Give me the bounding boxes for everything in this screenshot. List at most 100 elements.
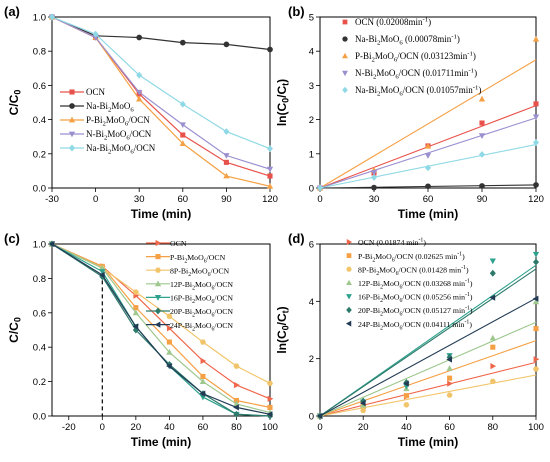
data-point xyxy=(223,172,230,179)
data-point xyxy=(266,166,274,173)
series-line xyxy=(51,16,271,150)
data-point xyxy=(166,349,173,355)
data-point xyxy=(179,122,186,129)
legend: OCN (0.02008min-1) Na-Bi2MoO6 (0.00078min… xyxy=(342,17,481,98)
data-point xyxy=(489,258,496,265)
data-point xyxy=(425,164,431,172)
legend-marker xyxy=(346,294,352,300)
data-point xyxy=(179,140,186,146)
fit-line xyxy=(319,117,537,189)
data-point xyxy=(478,95,486,102)
y-tick-label: 6 xyxy=(309,240,314,251)
series-5 xyxy=(49,240,273,420)
legend-marker xyxy=(346,239,353,245)
series-line xyxy=(51,243,271,408)
data-point xyxy=(424,153,432,159)
data-point xyxy=(479,120,485,126)
y-tick-label: 0.0 xyxy=(33,184,46,195)
legend-label: Na-Bi2MoO6 (0.00078min-1) xyxy=(355,34,460,47)
legend-label: 20P-Bi2MoO6/OCN xyxy=(170,307,233,319)
data-point xyxy=(533,258,539,266)
fit-line xyxy=(319,340,537,417)
legend-label: OCN xyxy=(170,239,187,248)
y-axis-title-group: ln(C0/Ct) xyxy=(275,79,291,126)
data-point xyxy=(132,323,139,330)
data-point xyxy=(533,139,539,146)
legend-marker xyxy=(155,239,162,247)
data-point xyxy=(490,344,496,350)
fit-line xyxy=(319,268,537,417)
plot-frame xyxy=(51,243,271,417)
data-point xyxy=(179,100,186,108)
data-point xyxy=(533,366,539,372)
x-tick-label: 20 xyxy=(358,422,369,433)
data-point xyxy=(370,170,378,176)
data-point xyxy=(403,393,409,399)
y-tick-label: 4 xyxy=(309,47,314,58)
y-axis-title: ln(C0/Ct) xyxy=(275,79,291,126)
panel-label: (d) xyxy=(288,231,305,246)
y-tick-label: 0.8 xyxy=(33,47,46,58)
data-point xyxy=(136,34,143,41)
data-point xyxy=(166,325,173,332)
legend-label: 24P-Bi2MoO6/OCN (0.04111 min-1) xyxy=(358,319,472,331)
data-point xyxy=(266,182,274,189)
data-point xyxy=(371,173,377,181)
x-tick-label: 90 xyxy=(477,194,488,205)
legend-label: P-Bi2MoO6/OCN (0.03123min-1) xyxy=(355,51,476,64)
x-tick-label: 90 xyxy=(221,194,232,205)
data-point xyxy=(267,380,273,386)
y-tick-label: 4 xyxy=(309,297,314,308)
fit-line xyxy=(319,361,537,417)
x-tick-label: 100 xyxy=(262,422,278,433)
x-tick-label: 0 xyxy=(100,422,105,433)
legend-label: 12P-Bi2MoO6/OCN xyxy=(170,280,233,292)
data-point xyxy=(447,380,453,387)
data-point xyxy=(446,392,453,398)
series-1 xyxy=(317,326,539,419)
y-tick-label: 0.2 xyxy=(33,377,46,388)
legend-label: P-Bi2MoO6/OCN xyxy=(86,115,150,128)
data-point xyxy=(132,309,139,316)
x-axis-title: Time (min) xyxy=(131,435,191,449)
fit-line xyxy=(319,59,537,189)
legend-label: 16P-Bi2MoO6/OCN xyxy=(170,294,233,306)
panel-label: (b) xyxy=(288,4,305,19)
fit-line xyxy=(319,374,537,417)
data-point xyxy=(233,397,240,404)
series-line xyxy=(51,16,271,187)
data-point xyxy=(199,390,206,397)
data-point xyxy=(532,295,539,302)
series-4 xyxy=(49,13,273,153)
series-3 xyxy=(48,240,274,415)
data-point xyxy=(99,264,106,271)
legend-label: 20P-Bi2MoO6/OCN (0.05127 min-1) xyxy=(358,306,473,318)
x-tick-label: 40 xyxy=(164,422,175,433)
data-point xyxy=(133,305,139,311)
legend-marker xyxy=(154,280,162,287)
data-point xyxy=(447,375,453,381)
legend-label: N-Bi2MoO6/OCN xyxy=(86,129,152,142)
panel-1: (b) 0 30 60 90 120 0 1 2 3 4 5 Time (min) ln(C0/Ct) OC… xyxy=(275,4,544,221)
data-point xyxy=(136,95,143,102)
data-point xyxy=(478,133,486,139)
y-tick-label: 0.2 xyxy=(33,149,46,160)
data-point xyxy=(267,145,273,153)
data-point xyxy=(489,334,496,341)
data-point xyxy=(166,313,173,319)
series-line xyxy=(51,243,271,400)
data-point xyxy=(533,356,540,363)
y-tick-label: 0.4 xyxy=(33,343,46,354)
legend-marker xyxy=(342,86,348,94)
y-tick-label: 5 xyxy=(309,13,314,24)
legend-marker xyxy=(346,306,352,314)
series-6 xyxy=(316,294,539,420)
series-line xyxy=(51,16,271,51)
data-point xyxy=(533,101,539,107)
x-axis-title: Time (min) xyxy=(398,207,458,221)
legend-label: Na-Bi2MoO6/OCN (0.01057min-1) xyxy=(355,85,481,98)
data-point xyxy=(267,404,273,410)
data-point xyxy=(136,89,143,96)
data-point xyxy=(489,378,496,384)
legend-label: OCN xyxy=(86,87,106,97)
